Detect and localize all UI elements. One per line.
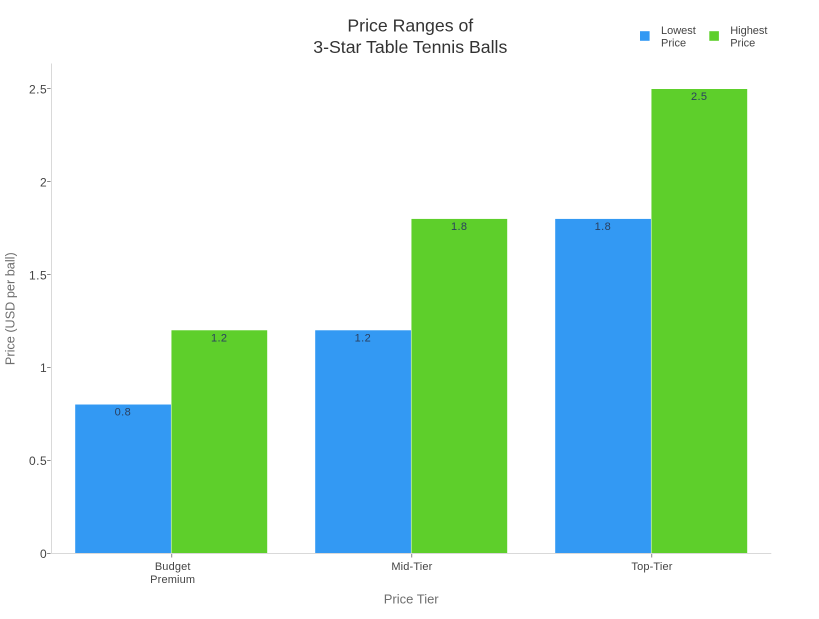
svg-text:Highest: Highest xyxy=(730,25,767,37)
svg-text:Price (USD per ball): Price (USD per ball) xyxy=(4,252,18,365)
svg-text:1.8: 1.8 xyxy=(451,221,468,233)
svg-text:2.5: 2.5 xyxy=(29,83,47,97)
svg-text:Price: Price xyxy=(730,37,755,49)
svg-text:0.8: 0.8 xyxy=(115,407,132,419)
svg-text:1.2: 1.2 xyxy=(211,332,228,344)
svg-text:1.8: 1.8 xyxy=(595,221,612,233)
svg-text:0: 0 xyxy=(40,547,47,561)
svg-text:Mid-Tier: Mid-Tier xyxy=(391,561,432,573)
svg-text:Price Tier: Price Tier xyxy=(384,592,440,607)
svg-text:1.2: 1.2 xyxy=(355,332,372,344)
svg-text:Price Ranges of: Price Ranges of xyxy=(347,16,473,36)
svg-text:1.5: 1.5 xyxy=(29,268,47,282)
svg-text:2: 2 xyxy=(40,176,47,190)
svg-text:Lowest: Lowest xyxy=(661,25,696,37)
svg-text:2.5: 2.5 xyxy=(691,91,708,103)
svg-text:Budget: Budget xyxy=(155,561,191,573)
svg-text:Top-Tier: Top-Tier xyxy=(631,561,672,573)
svg-text:3-Star Table Tennis Balls: 3-Star Table Tennis Balls xyxy=(313,37,507,57)
svg-text:Price: Price xyxy=(661,37,686,49)
svg-text:0.5: 0.5 xyxy=(29,454,47,468)
svg-text:1: 1 xyxy=(40,361,47,375)
svg-text:Premium: Premium xyxy=(150,574,195,586)
